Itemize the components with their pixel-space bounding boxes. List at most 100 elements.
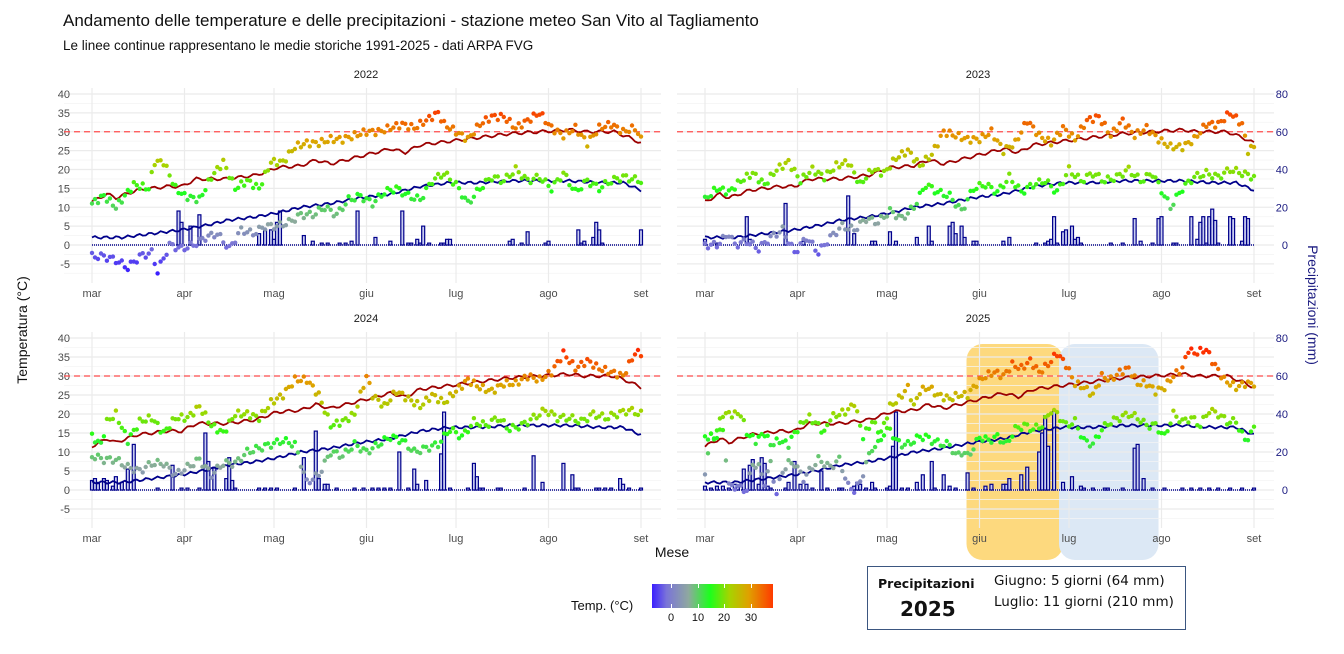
- precip-bar: [233, 487, 238, 491]
- chart-title: Andamento delle temperature e delle prec…: [63, 11, 759, 30]
- max-temp-point: [1239, 121, 1245, 126]
- x-tick-label: mag: [263, 288, 284, 300]
- min-temp-point: [152, 462, 157, 468]
- max-temp-point: [394, 121, 399, 126]
- max-temp-point: [331, 139, 336, 145]
- min-temp-point: [304, 212, 309, 217]
- precip-bar: [1063, 229, 1069, 246]
- max-temp-point: [866, 426, 872, 432]
- max-temp-point: [182, 190, 187, 196]
- max-temp-point: [804, 419, 809, 424]
- max-temp-point: [465, 376, 471, 381]
- min-temp-point: [638, 180, 644, 186]
- max-temp-point: [418, 405, 423, 411]
- max-temp-point: [822, 178, 827, 183]
- y-axis-label-right: Precipitazioni (mm): [1305, 245, 1321, 365]
- max-temp-point: [301, 374, 306, 379]
- max-temp-point: [1037, 130, 1042, 135]
- max-temp-point: [98, 440, 104, 445]
- precip-bar: [531, 455, 536, 491]
- max-temp-point: [1180, 365, 1185, 370]
- min-temp-point: [1207, 411, 1212, 416]
- precip-bar: [1090, 487, 1095, 491]
- min-temp-point: [492, 415, 497, 420]
- min-temp-point: [600, 411, 605, 416]
- max-temp-point: [1069, 375, 1075, 380]
- precip-bar: [786, 481, 791, 491]
- min-temp-point: [1034, 422, 1039, 427]
- min-temp-point: [935, 437, 940, 442]
- max-temp-point: [316, 390, 321, 395]
- min-temp-point: [236, 231, 241, 236]
- min-temp-point: [858, 479, 863, 484]
- min-temp-point: [262, 227, 268, 232]
- precip-bar: [869, 481, 875, 491]
- max-temp-point: [899, 149, 905, 154]
- min-temp-point: [343, 202, 348, 207]
- precip-bar: [1034, 242, 1039, 246]
- min-temp-point: [774, 234, 779, 239]
- min-temp-point: [531, 412, 536, 417]
- legend-tick-label: 0: [667, 612, 675, 624]
- min-temp-point: [1174, 414, 1179, 419]
- min-temp-point: [1186, 420, 1191, 425]
- min-temp-point: [155, 457, 160, 463]
- max-temp-point: [977, 140, 982, 145]
- min-temp-point: [825, 242, 830, 247]
- min-temp-point: [322, 458, 327, 463]
- min-temp-point: [1117, 171, 1122, 177]
- min-temp-point: [813, 462, 818, 468]
- max-temp-point: [914, 395, 919, 401]
- precip-bar: [1228, 487, 1233, 491]
- min-temp-point: [986, 181, 991, 187]
- max-temp-point: [456, 383, 462, 388]
- min-temp-point: [759, 472, 764, 477]
- precip-bar: [959, 225, 964, 246]
- max-temp-point: [239, 179, 244, 184]
- min-temp-point: [614, 176, 620, 181]
- max-temp-point: [1245, 151, 1251, 157]
- max-temp-point: [899, 395, 905, 400]
- min-temp-point: [840, 468, 845, 474]
- max-temp-point: [149, 169, 154, 175]
- min-temp-point: [783, 234, 788, 240]
- min-temp-point: [959, 453, 964, 458]
- avg-min-temp-line: [704, 178, 1255, 240]
- max-temp-point: [328, 133, 333, 139]
- max-temp-point: [837, 165, 842, 170]
- max-temp-point: [1168, 141, 1173, 146]
- min-temp-point: [1245, 438, 1251, 443]
- precip-bar: [989, 483, 994, 491]
- min-temp-point: [774, 491, 779, 497]
- max-temp-point: [881, 420, 887, 426]
- max-temp-point: [1150, 384, 1155, 389]
- precip-bar: [852, 233, 857, 246]
- precip-bar: [1105, 487, 1110, 491]
- min-temp-point: [1248, 177, 1254, 182]
- max-temp-point: [101, 193, 107, 198]
- min-temp-point: [1141, 417, 1146, 422]
- min-temp-point: [1045, 178, 1051, 183]
- min-temp-point: [549, 189, 554, 194]
- min-temp-point: [795, 464, 800, 469]
- min-temp-point: [804, 472, 809, 477]
- x-tick-label: giu: [359, 533, 374, 545]
- max-temp-point: [863, 176, 869, 181]
- min-temp-point: [813, 248, 818, 253]
- min-temp-point: [837, 226, 842, 231]
- info-july-summary: Luglio: 11 giorni (210 mm): [994, 594, 1174, 610]
- min-temp-point: [789, 461, 794, 466]
- min-temp-point: [1010, 179, 1015, 185]
- max-temp-point: [1138, 131, 1143, 136]
- max-temp-point: [167, 426, 172, 431]
- min-temp-point: [418, 450, 423, 456]
- legend-title: Temp. (°C): [571, 598, 634, 613]
- max-temp-point: [459, 386, 465, 391]
- precip-bar: [1141, 478, 1146, 491]
- max-temp-point: [804, 175, 809, 180]
- max-temp-point: [1222, 374, 1227, 379]
- min-temp-point: [1025, 422, 1030, 427]
- min-temp-point: [209, 475, 214, 480]
- max-temp-point: [1201, 122, 1206, 127]
- min-temp-point: [367, 197, 372, 202]
